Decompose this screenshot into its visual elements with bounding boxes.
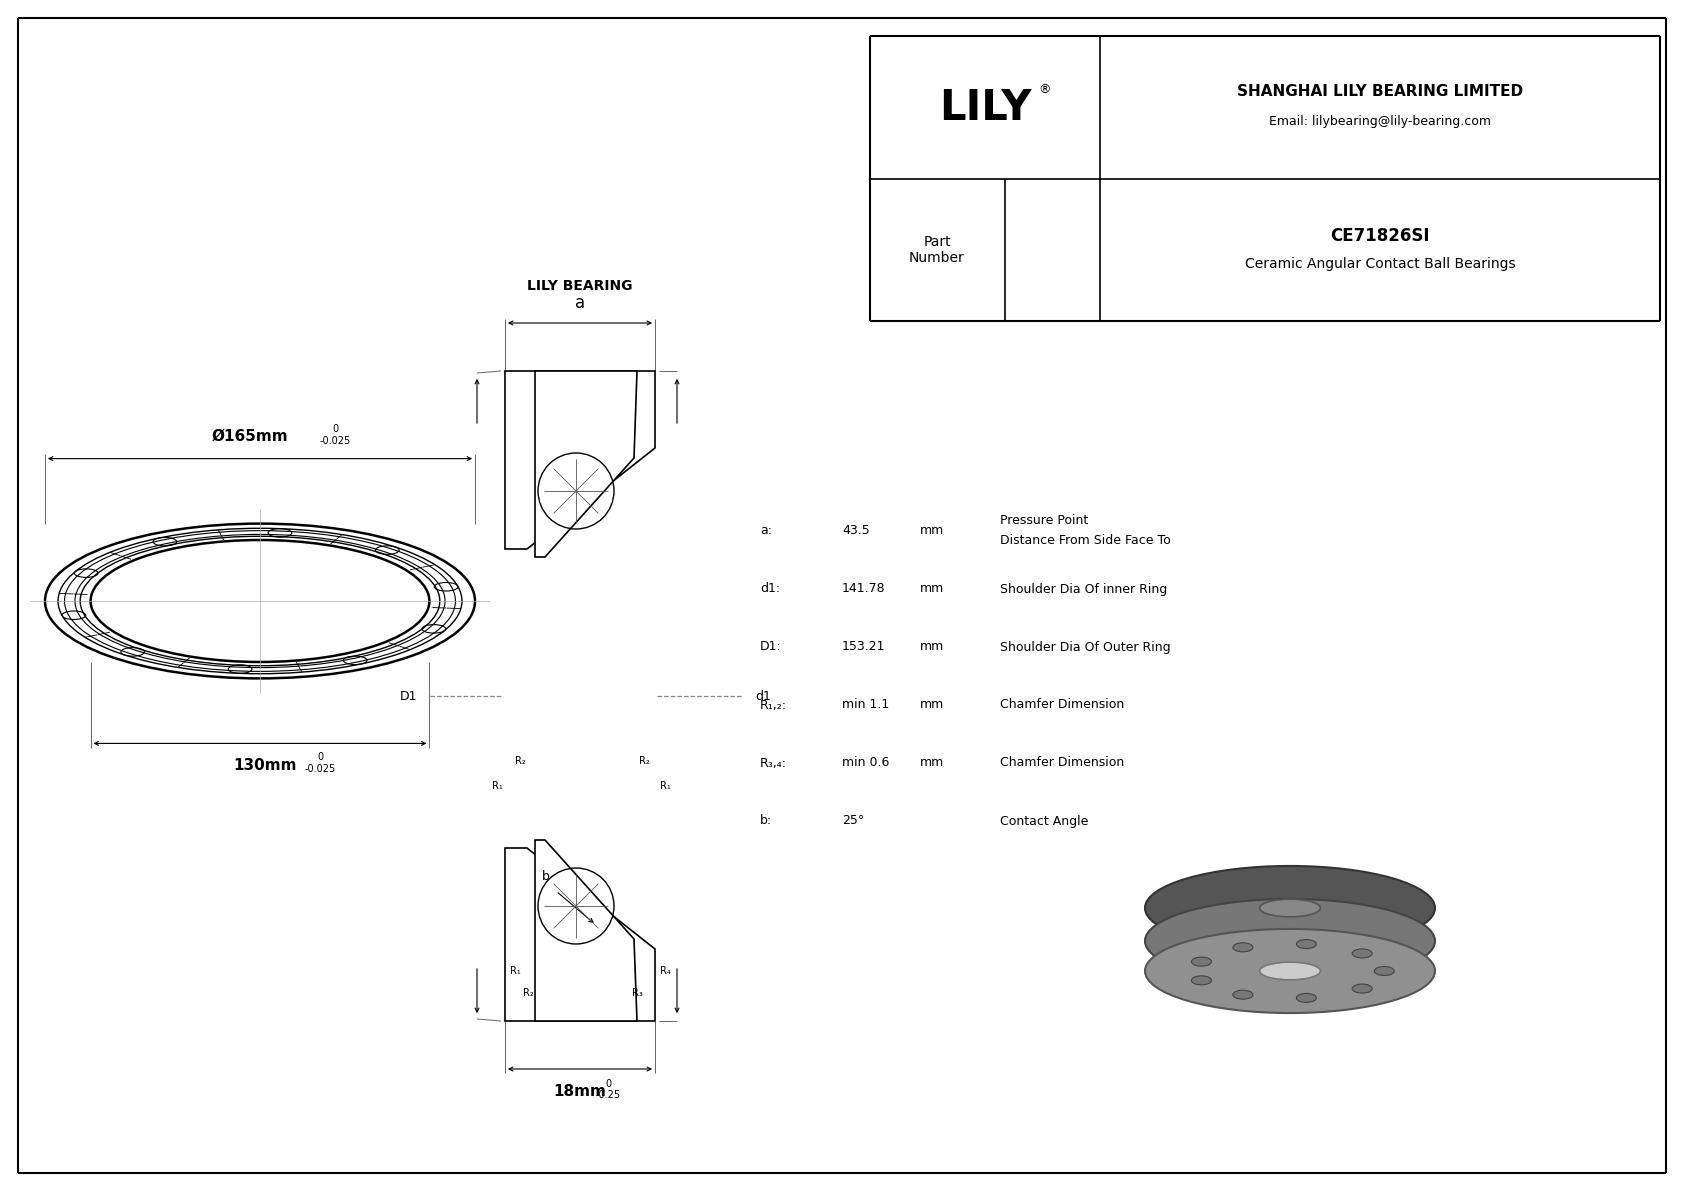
Text: min 0.6: min 0.6 [842, 756, 889, 769]
Text: LILY: LILY [938, 87, 1031, 129]
Text: b: b [542, 869, 551, 883]
Text: min 1.1: min 1.1 [842, 698, 889, 711]
Text: SHANGHAI LILY BEARING LIMITED: SHANGHAI LILY BEARING LIMITED [1238, 85, 1522, 100]
Text: LILY BEARING: LILY BEARING [527, 279, 633, 293]
Ellipse shape [1297, 993, 1317, 1003]
Text: 141.78: 141.78 [842, 582, 886, 596]
Text: R₁: R₁ [510, 966, 520, 975]
Text: 25°: 25° [842, 815, 864, 828]
Text: 0: 0 [605, 1079, 611, 1089]
Ellipse shape [1297, 940, 1317, 948]
Text: R₄: R₄ [660, 966, 670, 975]
Text: CE71826SI: CE71826SI [1330, 227, 1430, 245]
Text: Ceramic Angular Contact Ball Bearings: Ceramic Angular Contact Ball Bearings [1244, 257, 1516, 272]
Ellipse shape [1260, 899, 1320, 917]
Text: 0: 0 [317, 753, 323, 762]
Ellipse shape [1145, 929, 1435, 1014]
Text: D1:: D1: [759, 641, 781, 654]
Text: R₃,₄:: R₃,₄: [759, 756, 786, 769]
Ellipse shape [1233, 943, 1253, 952]
Text: Shoulder Dia Of Outer Ring: Shoulder Dia Of Outer Ring [1000, 641, 1170, 654]
Text: mm: mm [919, 756, 945, 769]
Text: Distance From Side Face To: Distance From Side Face To [1000, 534, 1170, 547]
Text: a:: a: [759, 524, 771, 537]
Polygon shape [505, 848, 655, 1021]
Ellipse shape [1145, 899, 1435, 983]
Ellipse shape [1260, 962, 1320, 980]
Text: Email: lilybearing@lily-bearing.com: Email: lilybearing@lily-bearing.com [1270, 116, 1490, 129]
Polygon shape [536, 372, 637, 557]
Text: mm: mm [919, 698, 945, 711]
Text: d1: d1 [754, 690, 771, 703]
Text: Ø165mm: Ø165mm [212, 429, 288, 444]
Text: R₂: R₂ [515, 756, 525, 766]
Ellipse shape [1145, 866, 1435, 950]
Text: d1:: d1: [759, 582, 780, 596]
Text: Contact Angle: Contact Angle [1000, 815, 1088, 828]
Text: Chamfer Dimension: Chamfer Dimension [1000, 698, 1125, 711]
Text: Shoulder Dia Of inner Ring: Shoulder Dia Of inner Ring [1000, 582, 1167, 596]
Ellipse shape [1352, 984, 1372, 993]
Text: R₁: R₁ [660, 781, 670, 791]
Text: 130mm: 130mm [234, 757, 296, 773]
Text: 153.21: 153.21 [842, 641, 886, 654]
Text: -0.025: -0.025 [320, 436, 350, 445]
Text: -0.025: -0.025 [305, 765, 335, 774]
Ellipse shape [1233, 990, 1253, 999]
Text: mm: mm [919, 524, 945, 537]
Text: -0.25: -0.25 [596, 1090, 621, 1100]
Text: Part
Number: Part Number [909, 235, 965, 266]
Text: R₂: R₂ [640, 756, 650, 766]
Polygon shape [536, 840, 637, 1021]
Ellipse shape [1192, 958, 1211, 966]
Text: 0: 0 [332, 424, 338, 434]
Text: R₁: R₁ [492, 781, 504, 791]
Ellipse shape [1192, 975, 1211, 985]
Text: a: a [574, 294, 584, 312]
Text: Chamfer Dimension: Chamfer Dimension [1000, 756, 1125, 769]
Text: ®: ® [1037, 83, 1051, 96]
Polygon shape [505, 372, 655, 549]
Ellipse shape [1374, 967, 1394, 975]
Text: mm: mm [919, 641, 945, 654]
Text: b:: b: [759, 815, 773, 828]
Text: 18mm: 18mm [554, 1084, 606, 1098]
Text: R₂: R₂ [524, 989, 534, 998]
Text: mm: mm [919, 582, 945, 596]
Text: 43.5: 43.5 [842, 524, 869, 537]
Text: R₃: R₃ [632, 989, 643, 998]
Text: R₁,₂:: R₁,₂: [759, 698, 786, 711]
Ellipse shape [1352, 949, 1372, 958]
Text: Pressure Point: Pressure Point [1000, 515, 1088, 528]
Text: D1: D1 [399, 690, 418, 703]
